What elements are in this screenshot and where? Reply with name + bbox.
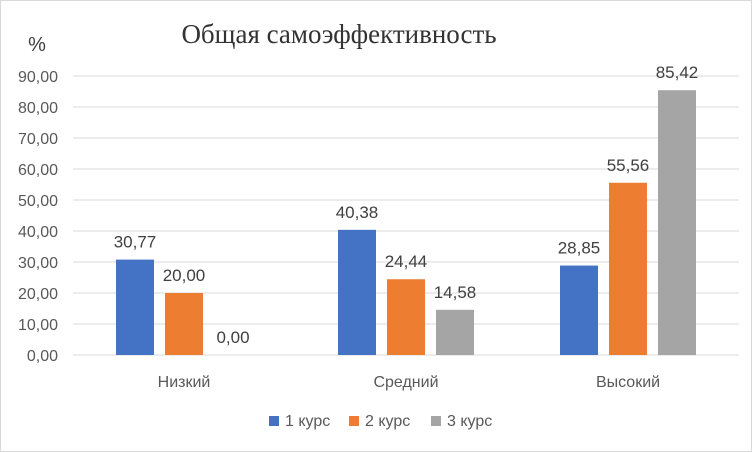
legend-swatch [431,416,441,426]
bar [165,293,203,355]
y-tick-label: 10,00 [18,317,58,334]
data-label: 0,00 [216,328,249,347]
y-tick-label: 50,00 [18,193,58,210]
legend-swatch [349,416,359,426]
legend-label: 1 курс [285,413,330,430]
y-tick-label: 90,00 [18,69,58,86]
data-label: 85,42 [656,63,699,82]
y-tick-label: 30,00 [18,255,58,272]
data-label: 30,77 [114,233,157,252]
y-axis-ticks: 0,00 10,00 20,00 30,00 40,00 50,00 60,00 70,00 8… [18,69,58,365]
data-label: 20,00 [163,266,206,285]
y-tick-label: 40,00 [18,224,58,241]
y-tick-label: 0,00 [27,348,58,365]
bar [387,279,425,355]
x-category-label: Средний [373,374,438,391]
data-label: 28,85 [558,239,601,258]
legend: 1 курс 2 курс 3 курс [269,413,492,430]
y-tick-label: 70,00 [18,131,58,148]
data-label: 40,38 [336,203,379,222]
bar [338,229,376,355]
x-category-label: Высокий [596,374,660,391]
data-label: 14,58 [434,283,477,302]
x-axis-categories: Низкий Средний Высокий [158,374,660,391]
bar [116,259,154,355]
bar [560,265,598,355]
y-tick-label: 60,00 [18,162,58,179]
bar [609,182,647,355]
bar [436,309,474,355]
legend-label: 3 курс [447,413,492,430]
y-axis-unit-label: % [28,34,46,56]
y-tick-label: 80,00 [18,100,58,117]
data-label: 24,44 [385,252,428,271]
data-label: 55,56 [607,156,650,175]
data-labels: 30,77 20,00 0,00 40,38 24,44 14,58 28,85 55,56 8… [114,63,699,347]
x-category-label: Низкий [158,374,211,391]
legend-swatch [269,416,279,426]
legend-label: 2 курс [365,413,410,430]
chart-title: Общая самоэффективность [181,19,496,49]
bars [116,90,696,355]
y-tick-label: 20,00 [18,286,58,303]
bar [658,90,696,355]
